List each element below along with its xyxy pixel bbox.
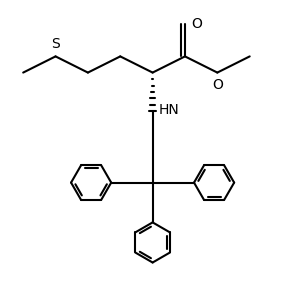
Text: O: O [191,17,202,31]
Text: S: S [51,36,60,51]
Text: O: O [212,78,223,92]
Text: HN: HN [159,103,179,117]
